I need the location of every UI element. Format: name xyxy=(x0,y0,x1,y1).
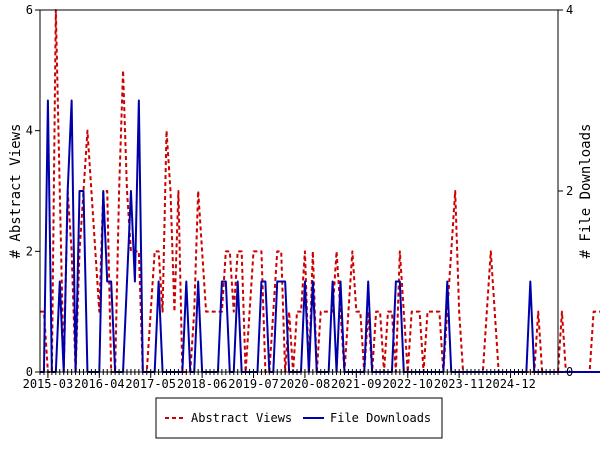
x-tick-label: 2015-03 xyxy=(23,377,74,391)
y2-tick-label: 4 xyxy=(566,3,573,17)
plot-area xyxy=(40,9,600,373)
y-tick-label: 6 xyxy=(26,3,33,17)
x-tick-label: 2021-09 xyxy=(331,377,382,391)
x-tick-label: 2020-08 xyxy=(280,377,331,391)
series-line-abstract-views xyxy=(40,9,600,373)
x-tick-label: 2017-05 xyxy=(125,377,176,391)
plot-frame xyxy=(39,9,559,373)
x-tick-label: 2019-07 xyxy=(228,377,279,391)
axes: 0 2 4 6 0 2 4 2015-03 2016-04 2017-05 2018-06 2019-… xyxy=(23,3,574,391)
series-line-file-downloads xyxy=(40,99,600,373)
legend-label-abstract-views: Abstract Views xyxy=(191,411,292,425)
y2-tick-label: 0 xyxy=(566,365,573,379)
x-tick-label: 2016-04 xyxy=(74,377,125,391)
x-tick-label: 2022-10 xyxy=(382,377,433,391)
legend-box xyxy=(155,397,443,439)
y-tick-label: 2 xyxy=(26,244,33,258)
x-tick-label: 2018-06 xyxy=(177,377,228,391)
legend: Abstract Views File Downloads xyxy=(155,397,443,439)
y2-axis-title: # File Downloads xyxy=(578,124,594,259)
y-axis-title: # Abstract Views xyxy=(8,124,24,259)
y2-tick-label: 2 xyxy=(566,184,573,198)
y-tick-label: 0 xyxy=(26,365,33,379)
y-tick-label: 4 xyxy=(26,124,33,138)
x-tick-label: 2023-11 xyxy=(434,377,485,391)
x-tick-label: 2024-12 xyxy=(485,377,536,391)
legend-label-file-downloads: File Downloads xyxy=(330,411,431,425)
